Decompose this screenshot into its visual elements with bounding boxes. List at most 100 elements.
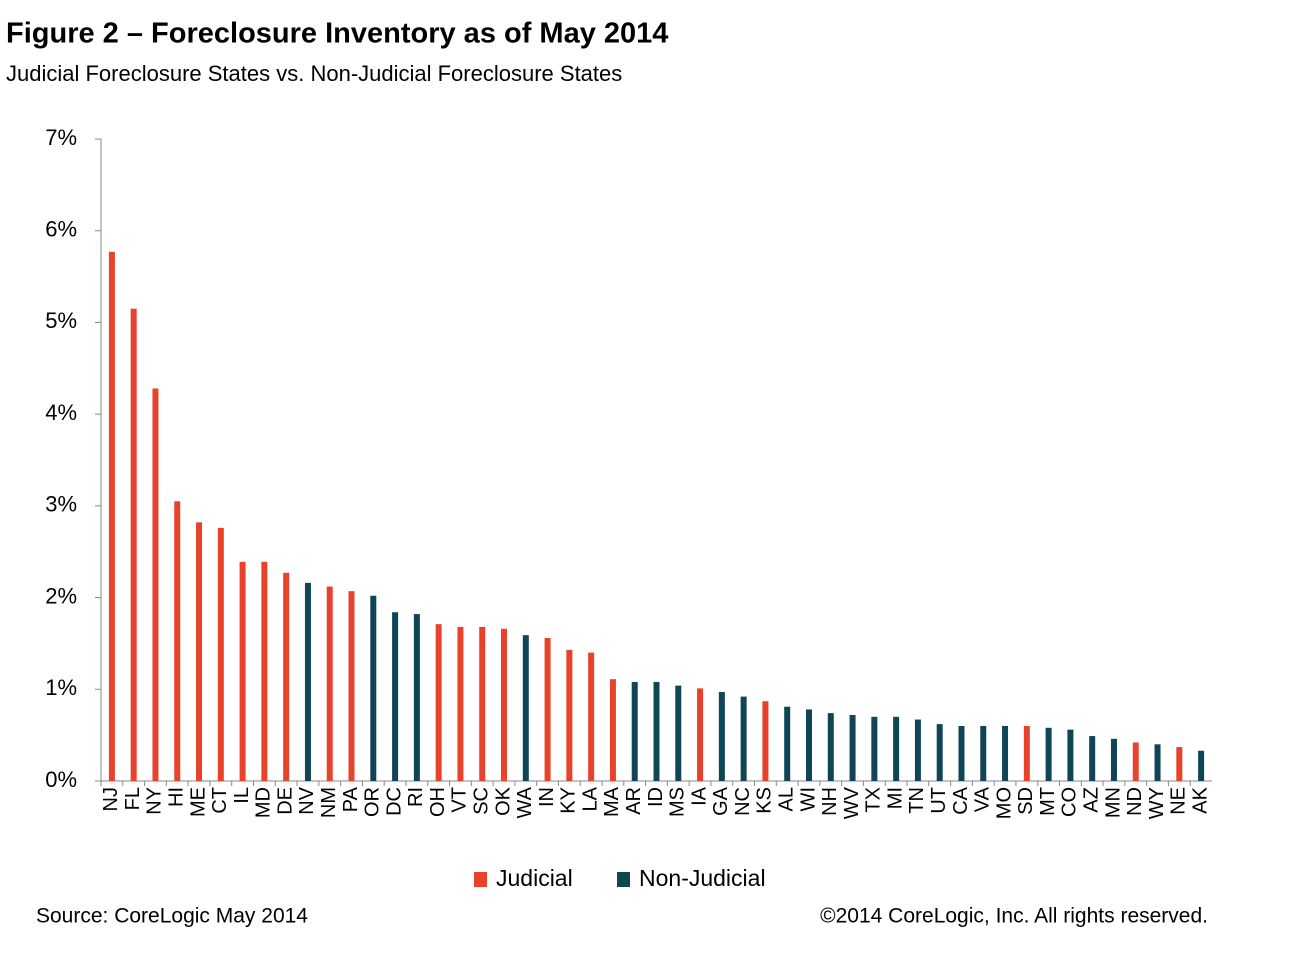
y-tick-label: 0% — [45, 767, 77, 792]
bar — [588, 652, 595, 781]
bar — [631, 681, 638, 781]
x-tick-label: CA — [950, 786, 972, 814]
bar — [653, 681, 660, 781]
bar — [566, 649, 573, 781]
x-tick-label: CT — [209, 787, 231, 814]
x-tick-label: MO — [993, 787, 1015, 819]
bar — [370, 595, 377, 781]
x-tick-label: MT — [1037, 787, 1059, 816]
bar — [697, 688, 704, 781]
bar — [1023, 725, 1030, 781]
x-tick-label: MD — [253, 787, 275, 818]
x-tick-label: MI — [884, 787, 906, 809]
bar — [1089, 736, 1096, 781]
x-tick-label: UT — [928, 787, 950, 814]
source-note: Source: CoreLogic May 2014 — [36, 905, 308, 928]
bar — [522, 635, 529, 781]
y-tick-label: 5% — [45, 308, 77, 333]
y-tick-label: 2% — [45, 583, 77, 608]
bar — [805, 709, 812, 781]
bar — [392, 612, 399, 781]
bar — [501, 628, 508, 781]
x-tick-label: DC — [383, 787, 405, 816]
bar — [958, 725, 965, 781]
x-tick-label: KY — [558, 787, 580, 814]
bar — [1045, 727, 1052, 781]
x-tick-label: CO — [1059, 787, 1081, 817]
x-tick-label: AK — [1189, 786, 1211, 813]
bar — [1154, 744, 1161, 781]
x-tick-label: DE — [274, 787, 296, 815]
y-tick-label: 3% — [45, 492, 77, 517]
bar — [871, 716, 878, 781]
x-tick-label: WA — [514, 786, 536, 818]
bar — [1176, 747, 1183, 781]
x-tick-label: NH — [819, 787, 841, 816]
x-tick-label: GA — [710, 786, 732, 816]
x-tick-label: WY — [1146, 787, 1168, 819]
x-tick-label: TX — [863, 787, 885, 813]
x-tick-label: MA — [601, 786, 623, 817]
bar — [1132, 742, 1139, 781]
chart-subtitle: Judicial Foreclosure States vs. Non-Judi… — [6, 61, 622, 86]
x-tick-label: NY — [144, 787, 166, 815]
x-tick-label: OH — [427, 787, 449, 817]
bar — [435, 624, 442, 781]
bar — [609, 679, 616, 781]
x-tick-label: IA — [688, 786, 710, 806]
bar — [348, 591, 355, 781]
copyright-note: ©2014 CoreLogic, Inc. All rights reserve… — [820, 905, 1208, 928]
x-tick-label: NE — [1168, 787, 1190, 815]
bar — [827, 713, 834, 781]
bar — [1067, 729, 1074, 781]
x-tick-label: MS — [667, 787, 689, 817]
bar — [217, 527, 224, 781]
x-tick-label: OR — [362, 787, 384, 817]
bar — [174, 501, 181, 781]
bar — [849, 714, 856, 781]
y-tick-label: 4% — [45, 400, 77, 425]
x-tick-label: TN — [906, 787, 928, 814]
bar — [762, 701, 769, 781]
x-tick-label: ME — [187, 787, 209, 817]
x-tick-label: SC — [471, 787, 493, 815]
bar — [152, 388, 159, 781]
x-tick-label: NM — [318, 787, 340, 818]
x-tick-label: IL — [231, 787, 253, 804]
bar — [980, 725, 987, 781]
y-tick-label: 1% — [45, 675, 77, 700]
bar — [740, 696, 747, 781]
bar — [544, 637, 551, 781]
x-tick-label: NC — [732, 787, 754, 816]
bar — [914, 719, 921, 781]
x-tick-label: VT — [449, 787, 471, 813]
x-tick-label: AL — [775, 787, 797, 811]
bar — [457, 626, 464, 781]
x-tick-label: ND — [1124, 787, 1146, 816]
bar — [196, 522, 203, 781]
bar — [413, 614, 420, 781]
bar — [130, 308, 137, 781]
x-tick-label: MN — [1102, 787, 1124, 818]
x-tick-label: ID — [645, 787, 667, 807]
x-tick-label: WI — [797, 787, 819, 811]
x-tick-label: NV — [296, 786, 318, 814]
bar — [1198, 750, 1205, 781]
bar — [261, 561, 268, 781]
x-tick-label: LA — [579, 786, 601, 811]
x-tick-label: NJ — [100, 787, 122, 811]
legend-label: Judicial — [496, 865, 573, 891]
y-tick-label: 6% — [45, 217, 77, 242]
x-tick-label: FL — [122, 787, 144, 810]
bar — [304, 582, 311, 781]
x-tick-label: HI — [166, 787, 188, 807]
legend-swatch — [617, 872, 630, 887]
bar — [326, 586, 333, 781]
x-tick-label: SD — [1015, 787, 1037, 815]
y-tick-label: 7% — [45, 125, 77, 150]
bar — [1110, 738, 1117, 781]
x-tick-label: WV — [841, 786, 863, 819]
x-tick-label: PA — [340, 786, 362, 812]
bar — [108, 251, 115, 781]
